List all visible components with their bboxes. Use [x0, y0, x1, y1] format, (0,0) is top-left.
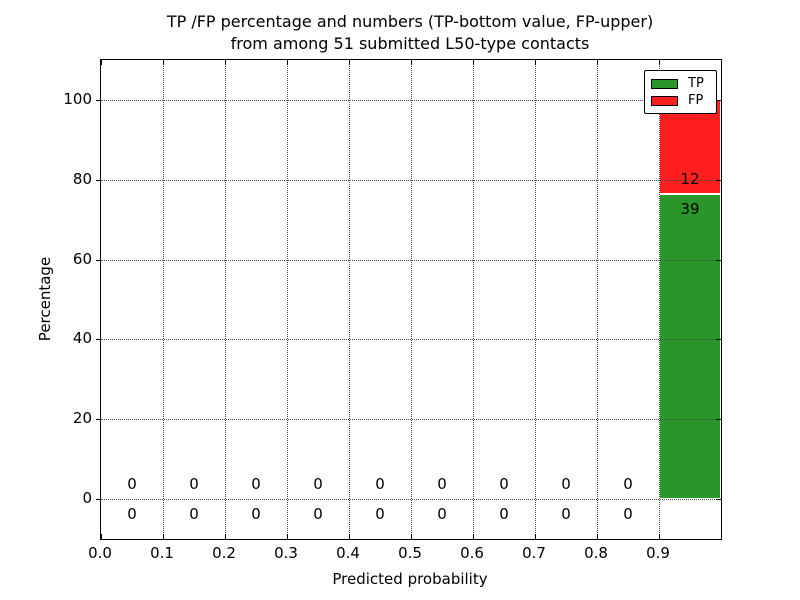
v-gridline [349, 60, 350, 539]
plot-area: TP FP 0 0 0 0 0 0 0 0 0 0 0 0 0 0 0 0 0 0 12 39 [96, 59, 722, 540]
v-gridline [225, 60, 226, 539]
tp-count-label: 0 [127, 505, 137, 524]
y-tick-mark [96, 99, 101, 101]
v-gridline [287, 60, 288, 539]
tp-legend-swatch [651, 78, 678, 89]
legend-item-tp: TP [651, 77, 710, 90]
tp-count-label: 0 [375, 505, 385, 524]
chart-title: TP /FP percentage and numbers (TP-bottom… [100, 11, 720, 55]
v-gridline [535, 60, 536, 539]
tp-bar [659, 193, 721, 499]
fp-count-label: 0 [623, 474, 633, 493]
y-tick-mark [96, 179, 101, 181]
fp-count-label: 0 [437, 474, 447, 493]
chart-title-line1: TP /FP percentage and numbers (TP-bottom… [166, 12, 654, 31]
x-tick-label: 0.5 [398, 544, 422, 562]
x-tick-mark [225, 534, 226, 539]
fp-count-label: 12 [680, 169, 700, 188]
x-tick-mark [349, 60, 350, 65]
x-tick-label: 0.4 [336, 544, 360, 562]
y-tick-mark [96, 259, 101, 261]
x-tick-mark [721, 534, 722, 539]
x-axis-label: Predicted probability [332, 570, 488, 588]
x-tick-mark [535, 534, 536, 539]
v-gridline [473, 60, 474, 539]
x-tick-mark [287, 534, 288, 539]
x-tick-mark [411, 60, 412, 65]
x-tick-mark [473, 60, 474, 65]
v-gridline [597, 60, 598, 539]
tp-count-label: 39 [680, 200, 700, 218]
x-tick-mark [659, 60, 660, 65]
fp-count-label: 0 [127, 474, 137, 493]
fp-legend-swatch [651, 95, 678, 106]
y-tick-mark [716, 419, 721, 421]
x-tick-mark [597, 534, 598, 539]
fp-count-label: 0 [499, 474, 509, 493]
x-tick-mark [411, 534, 412, 539]
y-tick-mark [716, 339, 721, 341]
x-tick-mark [535, 60, 536, 65]
y-tick-mark [716, 499, 721, 501]
x-tick-label: 0.1 [150, 544, 174, 562]
x-tick-mark [659, 534, 660, 539]
tp-count-label: 0 [437, 505, 447, 524]
tp-count-label: 0 [189, 505, 199, 524]
tp-legend-label: TP [688, 76, 704, 91]
legend: TP FP [644, 70, 717, 114]
fp-count-label: 0 [189, 474, 199, 493]
y-tick-label: 80 [72, 169, 92, 188]
y-tick-mark [96, 499, 101, 501]
x-tick-mark [163, 60, 164, 65]
y-tick-mark [716, 259, 721, 261]
tp-count-label: 0 [313, 505, 323, 524]
x-tick-mark [101, 60, 102, 65]
legend-item-fp: FP [651, 94, 710, 107]
x-tick-mark [597, 60, 598, 65]
chart-title-line2: from among 51 submitted L50-type contact… [230, 34, 590, 53]
y-tick-label: 100 [63, 89, 92, 108]
tp-count-label: 0 [561, 505, 571, 524]
tp-count-label: 0 [499, 505, 509, 524]
fp-count-label: 0 [375, 474, 385, 493]
tp-count-label: 0 [623, 505, 633, 524]
x-tick-mark [163, 534, 164, 539]
x-tick-label: 0.0 [88, 544, 112, 562]
y-tick-mark [716, 179, 721, 181]
fp-count-label: 0 [251, 474, 261, 493]
v-gridline [163, 60, 164, 539]
x-tick-mark [473, 534, 474, 539]
x-tick-label: 0.3 [274, 544, 298, 562]
fp-count-label: 0 [561, 474, 571, 493]
x-tick-mark [287, 60, 288, 65]
x-tick-mark [225, 60, 226, 65]
fp-legend-label: FP [688, 93, 704, 108]
x-tick-mark [721, 60, 722, 65]
y-tick-label: 0 [82, 489, 92, 508]
x-tick-label: 0.6 [460, 544, 484, 562]
x-tick-mark [349, 534, 350, 539]
y-tick-label: 60 [72, 249, 92, 268]
v-gridline [411, 60, 412, 539]
x-tick-label: 0.9 [646, 544, 670, 562]
x-tick-mark [101, 534, 102, 539]
v-gridline [659, 60, 660, 539]
y-tick-label: 40 [72, 329, 92, 348]
y-tick-mark [96, 419, 101, 421]
y-tick-mark [716, 99, 721, 101]
x-tick-label: 0.8 [584, 544, 608, 562]
x-tick-label: 0.2 [212, 544, 236, 562]
fp-count-label: 0 [313, 474, 323, 493]
tp-count-label: 0 [251, 505, 261, 524]
y-tick-mark [96, 339, 101, 341]
y-tick-label: 20 [72, 409, 92, 428]
x-tick-label: 0.7 [522, 544, 546, 562]
